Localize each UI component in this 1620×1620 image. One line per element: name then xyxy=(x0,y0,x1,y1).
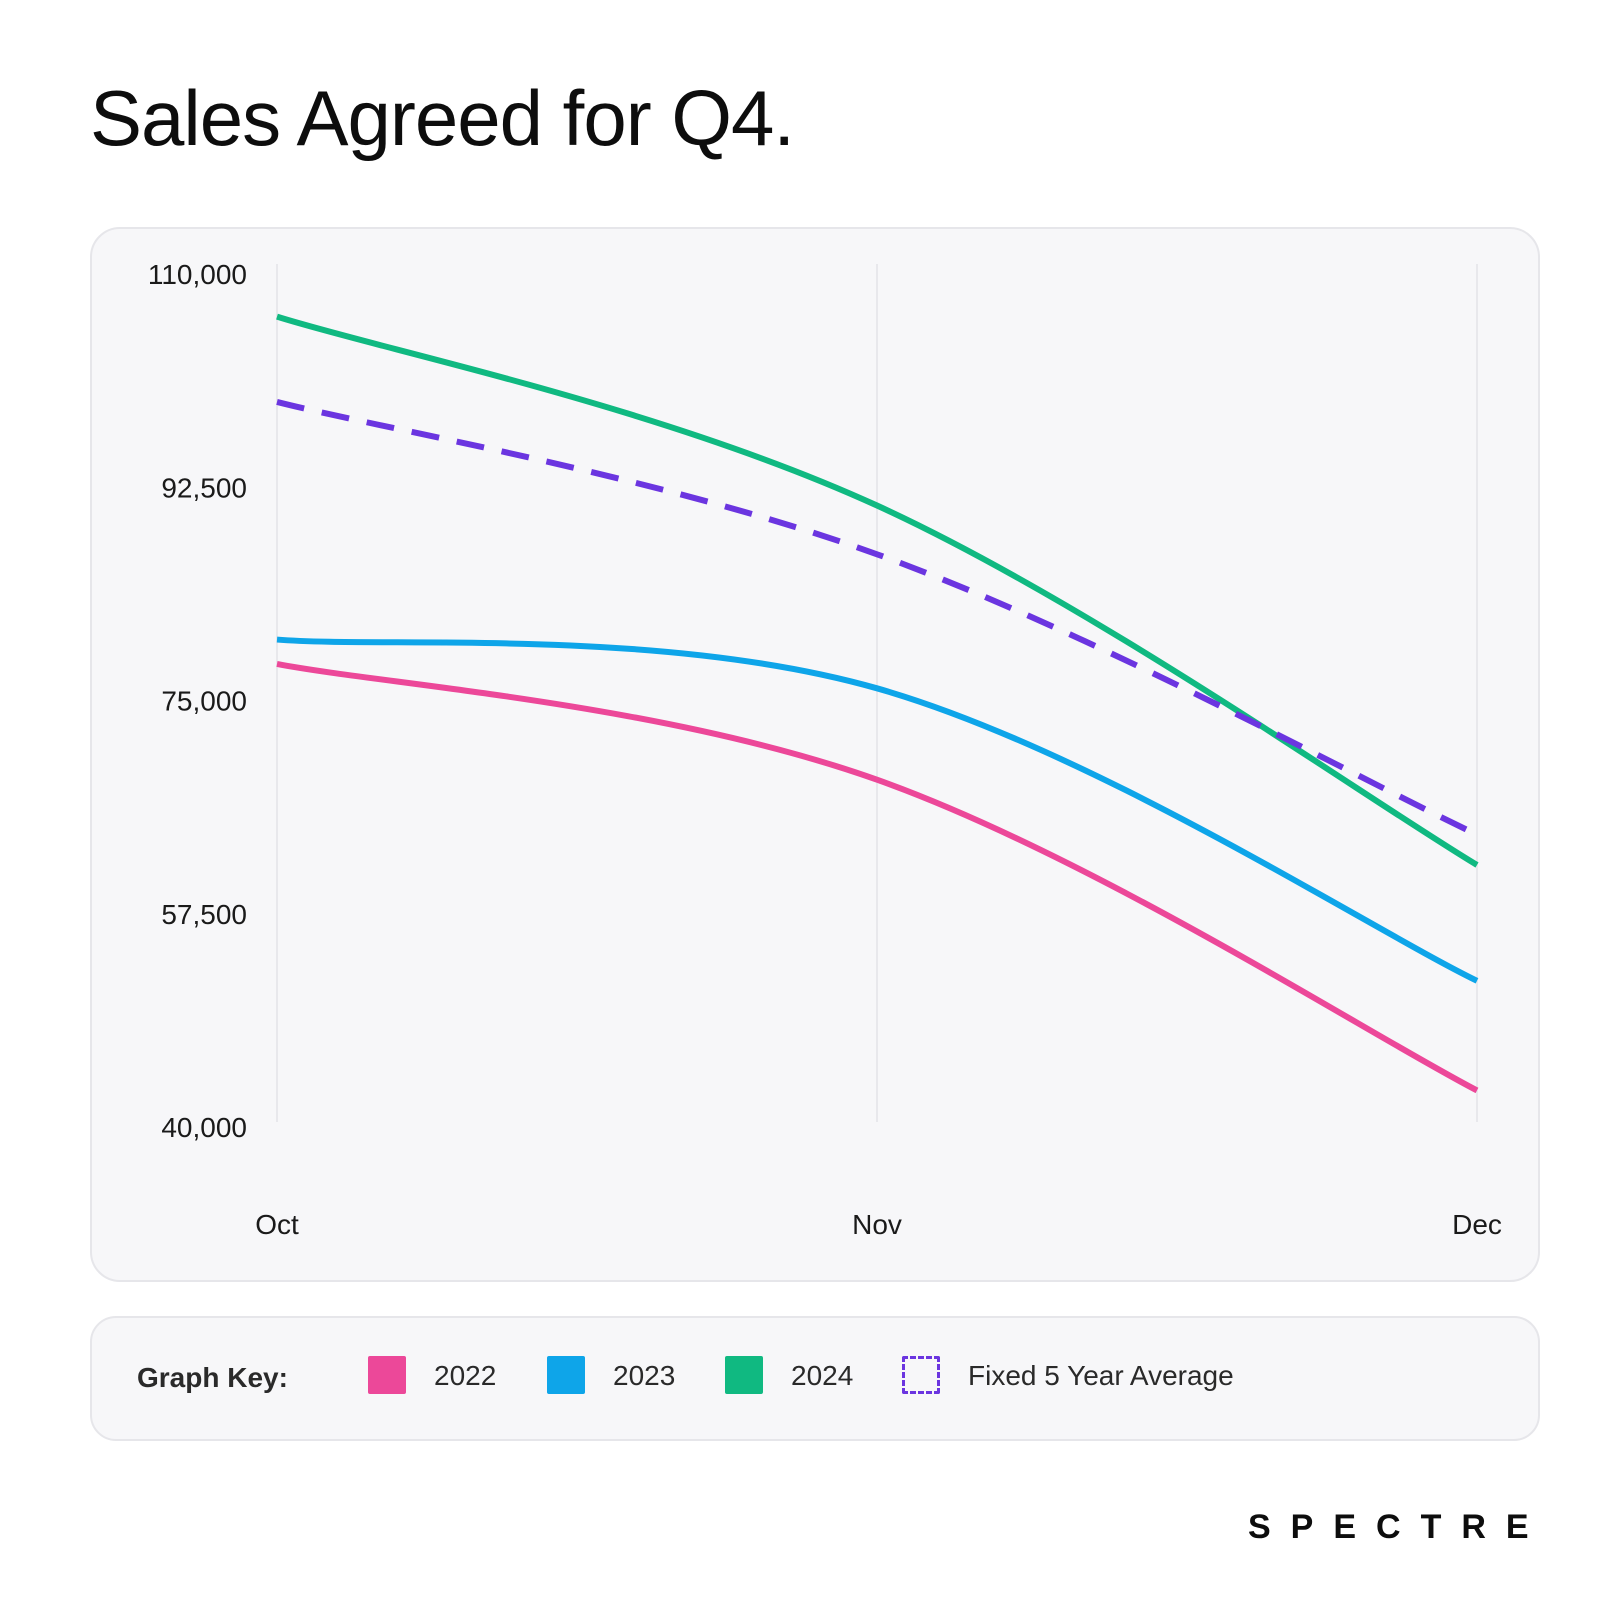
y-tick-label: 75,000 xyxy=(161,686,247,717)
series-line-fixed-5-year-average xyxy=(276,399,1479,838)
legend-label: 2023 xyxy=(613,1360,676,1391)
brand-logo: SPECTRE xyxy=(1248,1508,1549,1546)
y-tick-label: 110,000 xyxy=(148,259,247,290)
page-title: Sales Agreed for Q4. xyxy=(90,74,795,162)
chart-card: 40,000 57,500 75,000 92,500 110,000 Oct Nov De… xyxy=(90,227,1540,1282)
series-line-2024 xyxy=(276,313,1479,868)
legend-swatch-2023 xyxy=(547,1356,585,1394)
x-tick-label: Nov xyxy=(852,1209,902,1240)
legend-label: 2024 xyxy=(791,1360,854,1391)
y-axis-ticks: 40,000 57,500 75,000 92,500 110,000 xyxy=(148,259,247,1143)
line-chart: 40,000 57,500 75,000 92,500 110,000 Oct Nov De… xyxy=(148,259,1502,1240)
series-line-2023 xyxy=(276,636,1479,984)
legend-swatch-2024 xyxy=(725,1356,763,1394)
y-tick-label: 92,500 xyxy=(161,472,247,503)
x-tick-label: Dec xyxy=(1452,1209,1502,1240)
x-tick-label: Oct xyxy=(255,1209,299,1240)
x-axis-ticks: Oct Nov Dec xyxy=(255,1209,1502,1240)
series-lines xyxy=(276,313,1479,1094)
grid-lines xyxy=(276,264,1478,1122)
legend-title: Graph Key: xyxy=(137,1362,288,1393)
legend-swatch-5-year-average xyxy=(902,1356,940,1394)
y-tick-label: 40,000 xyxy=(161,1112,247,1143)
legend-swatch-2022 xyxy=(368,1356,406,1394)
legend-label: Fixed 5 Year Average xyxy=(968,1360,1234,1391)
y-tick-label: 57,500 xyxy=(161,899,247,930)
legend-label: 2022 xyxy=(434,1360,497,1391)
legend: Graph Key: 2022 2023 2024 Fixed 5 Year A… xyxy=(90,1316,1540,1441)
series-line-2022 xyxy=(276,660,1479,1094)
